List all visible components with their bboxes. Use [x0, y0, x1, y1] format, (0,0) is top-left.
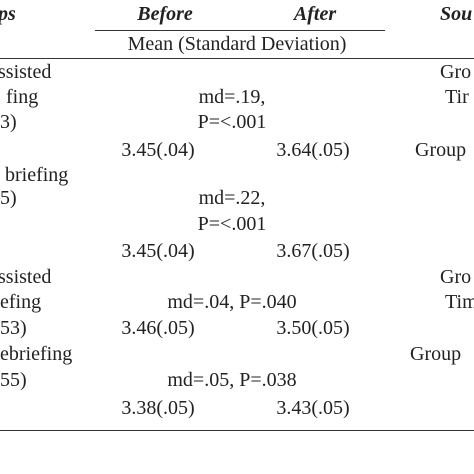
group-label: briefing [5, 164, 69, 186]
test-stat: P=<.001 [197, 111, 267, 133]
group-label: 5) [0, 187, 17, 209]
header-source: Sou [440, 3, 473, 25]
header-groups: ps [0, 3, 16, 25]
after-value: 3.43(.05) [276, 397, 350, 419]
test-stat: P=<.001 [197, 213, 267, 235]
test-stat: md=.19, [198, 86, 266, 108]
header-rule [95, 30, 385, 31]
header-after: After [293, 3, 337, 25]
before-value: 3.46(.05) [121, 317, 195, 339]
subheader: Mean (Standard Deviation) [127, 33, 347, 55]
group-label: fing [6, 86, 39, 108]
group-label: ebriefing [0, 343, 73, 365]
group-label: efing [0, 291, 42, 313]
group-label: 55) [0, 369, 27, 391]
header-before: Before [137, 3, 193, 25]
source-label: Gro [440, 61, 472, 83]
after-value: 3.64(.05) [276, 139, 350, 161]
before-value: 3.45(.04) [121, 139, 195, 161]
test-stat: md=.04, P=.040 [167, 291, 297, 313]
test-stat: md=.05, P=.038 [167, 369, 297, 391]
group-label: ssisted [0, 61, 52, 83]
group-label: 53) [0, 317, 27, 339]
source-label: Group [415, 139, 467, 161]
group-label: 3) [0, 111, 17, 133]
source-label: Tim [445, 291, 474, 313]
before-value: 3.45(.04) [121, 240, 195, 262]
bottom-rule [0, 430, 474, 431]
before-value: 3.38(.05) [121, 397, 195, 419]
source-label: Tir [445, 86, 469, 108]
group-label: ssisted [0, 266, 52, 288]
after-value: 3.67(.05) [276, 240, 350, 262]
source-label: Group [410, 343, 462, 365]
test-stat: md=.22, [198, 187, 266, 209]
subheader-rule [0, 58, 474, 59]
source-label: Gro [440, 266, 472, 288]
after-value: 3.50(.05) [276, 317, 350, 339]
